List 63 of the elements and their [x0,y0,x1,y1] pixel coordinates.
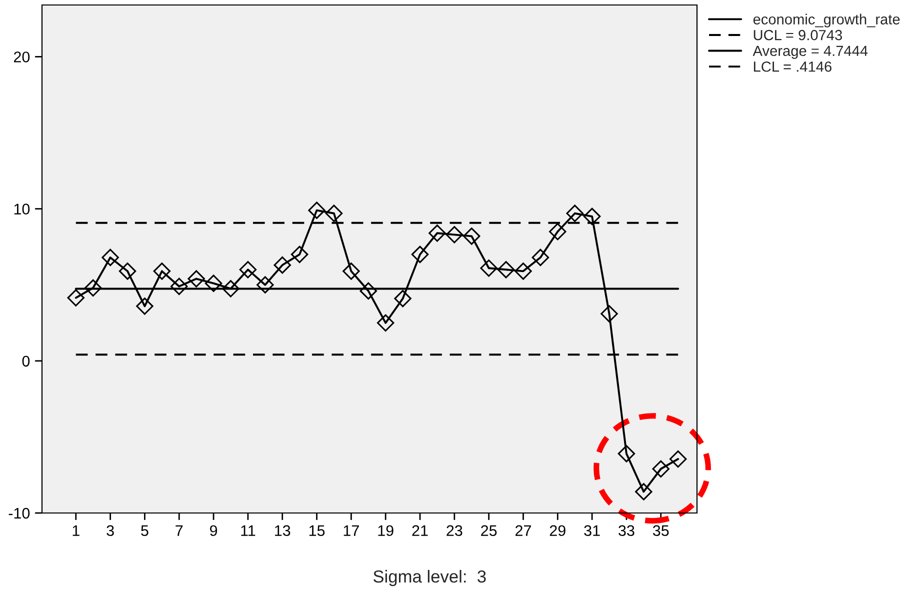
point [618,445,636,462]
point [480,260,498,277]
point [342,262,360,280]
x-tick-label: 11 [241,525,256,536]
point [514,262,532,280]
point [308,202,326,219]
legend-label: economic_growth_rate [753,14,900,28]
point [428,224,446,242]
x-tick-label: 5 [141,525,148,536]
x-tick-label: 23 [446,525,462,536]
point [239,261,257,278]
point [411,246,429,264]
x-tick-label: 33 [618,525,634,536]
y-tick-label: -10 [8,508,30,519]
legend-label: Average = 4.7444 [752,46,868,59]
x-tick-label: 17 [344,525,359,536]
point [669,450,687,468]
point [583,208,601,226]
text: Sigma level: 3 [373,570,486,586]
x-tick-label: 9 [210,525,218,536]
point [446,226,464,244]
point [566,204,584,222]
point [188,270,205,288]
point [532,248,550,266]
point [84,279,102,297]
point [102,248,119,266]
point [600,305,618,322]
point [635,483,652,500]
x-tick-label: 27 [516,525,531,536]
legend-label: UCL = 9.0743 [754,30,842,40]
x-tick-label: 25 [481,525,497,536]
x-tick-label: 3 [106,525,114,536]
point [222,280,240,298]
point [549,223,566,240]
point [256,276,274,294]
y-tick-label: 0 [22,356,30,367]
point [462,228,480,245]
x-tick-label: 29 [550,525,566,536]
point [274,256,291,274]
point [136,298,154,315]
legend-label: LCL = .4146 [754,61,832,72]
y-tick-label: 10 [14,204,30,214]
point [204,274,222,292]
point [376,314,394,332]
point [170,278,188,295]
point [652,460,670,478]
point [153,262,171,280]
x-tick-label: 1 [72,525,80,536]
x-tick-label: 19 [378,525,394,536]
x-tick-label: 13 [275,525,290,536]
x-tick-label: 35 [652,525,669,536]
x-tick-label: 31 [584,525,600,536]
x-tick-label: 7 [176,525,183,536]
point [325,204,343,222]
point [118,262,136,280]
x-tick-label: 15 [309,525,325,536]
point [394,290,412,308]
x-tick-label: 21 [412,525,428,536]
point [67,289,85,306]
point [360,282,378,300]
y-tick-label: 20 [14,52,30,62]
point [497,261,515,278]
point [290,246,308,264]
